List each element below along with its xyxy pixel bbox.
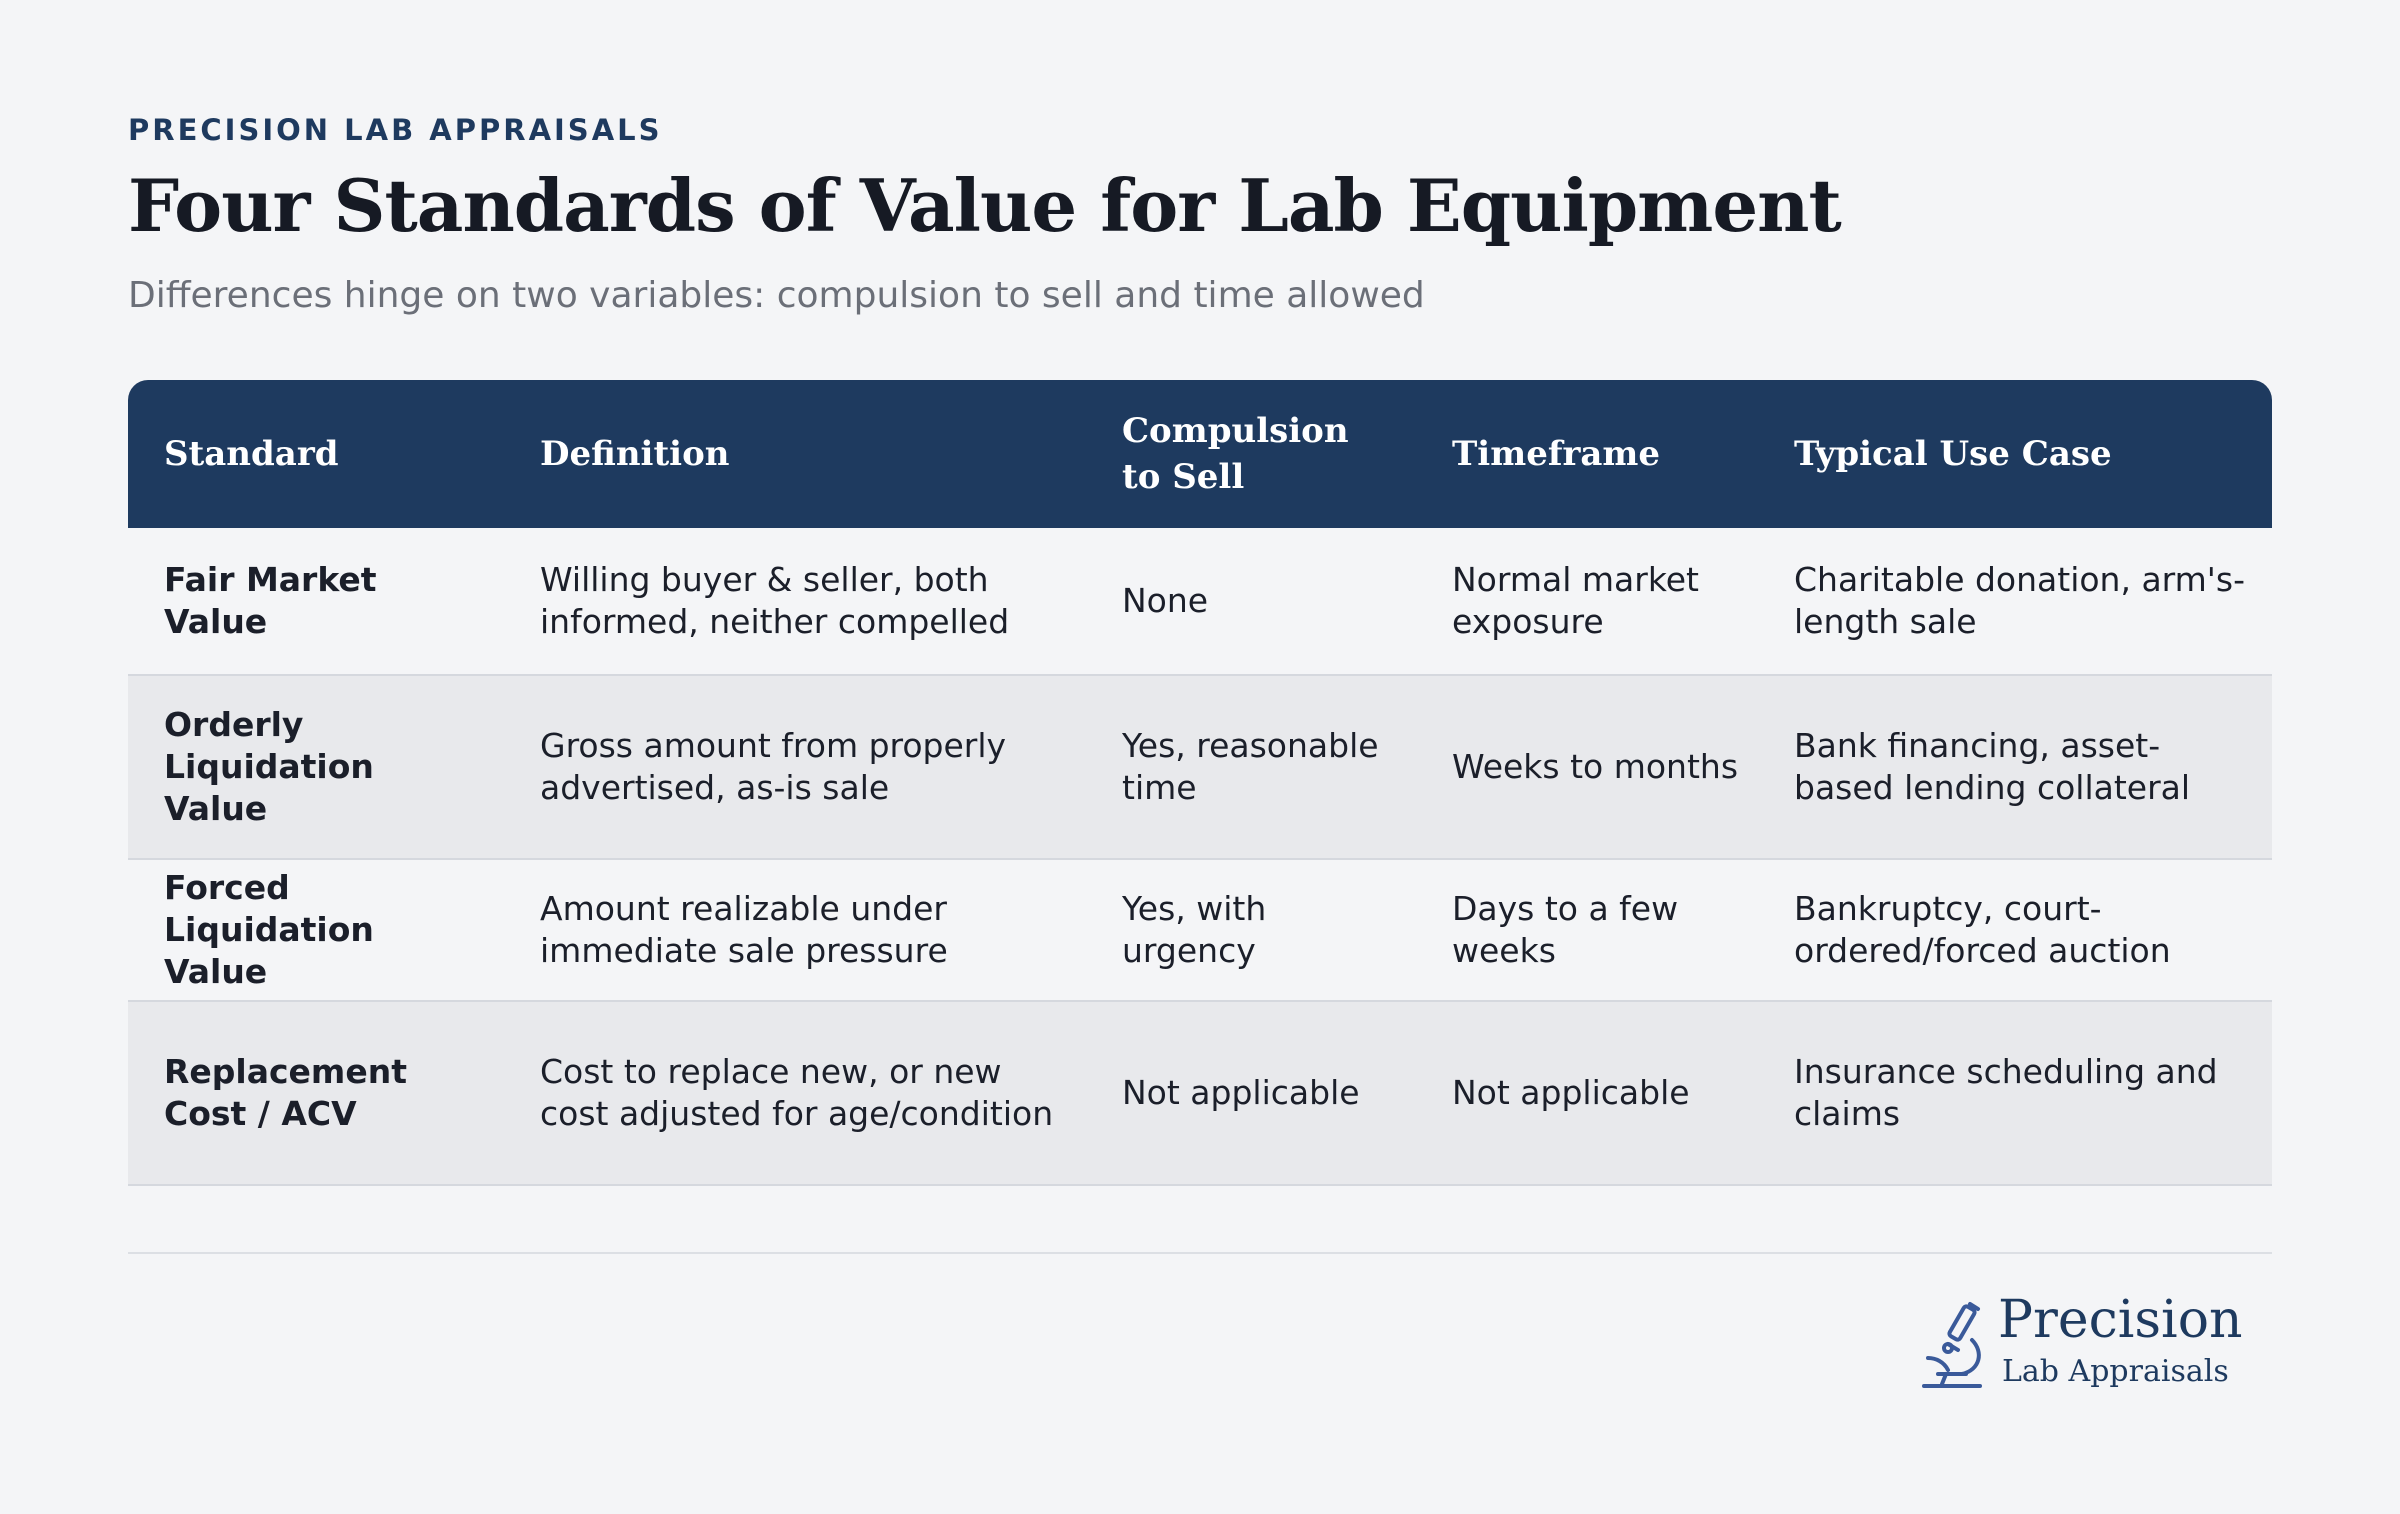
cell-timeframe: Not applicable bbox=[1452, 1073, 1690, 1112]
column-header-standard: Standard bbox=[164, 434, 339, 474]
footer-divider bbox=[128, 1252, 2272, 1254]
page-subtitle: Differences hinge on two variables: comp… bbox=[128, 275, 1425, 316]
logo-name: Precision bbox=[1998, 1290, 2243, 1350]
cell-compulsion: Yes, reasonable time bbox=[1122, 726, 1379, 807]
standards-table: Standard Definition Compulsion to Sell T… bbox=[128, 380, 2272, 1186]
column-header-use-case: Typical Use Case bbox=[1794, 434, 2112, 474]
column-header-definition: Definition bbox=[540, 434, 730, 474]
cell-use-case: Bankruptcy, court-ordered/forced auction bbox=[1794, 889, 2171, 970]
table-row: Replacement Cost / ACV Cost to replace n… bbox=[128, 1002, 2272, 1186]
page: PRECISION LAB APPRAISALS Four Standards … bbox=[128, 0, 2272, 1514]
logo-subtitle: Lab Appraisals bbox=[2002, 1354, 2229, 1389]
table-header: Standard Definition Compulsion to Sell T… bbox=[128, 380, 2272, 528]
column-header-timeframe: Timeframe bbox=[1452, 434, 1661, 474]
cell-standard: Forced Liquidation Value bbox=[164, 868, 374, 991]
column-header-compulsion: Compulsion to Sell bbox=[1122, 411, 1349, 497]
cell-definition: Willing buyer & seller, both informed, n… bbox=[540, 560, 1010, 641]
cell-compulsion: Yes, with urgency bbox=[1122, 889, 1267, 970]
cell-timeframe: Normal market exposure bbox=[1452, 560, 1700, 641]
cell-standard: Replacement Cost / ACV bbox=[164, 1052, 407, 1133]
cell-timeframe: Weeks to months bbox=[1452, 747, 1739, 786]
table-row: Fair Market Value Willing buyer & seller… bbox=[128, 528, 2272, 676]
cell-use-case: Bank financing, asset-based lending coll… bbox=[1794, 726, 2191, 807]
table-row: Forced Liquidation Value Amount realizab… bbox=[128, 860, 2272, 1002]
eyebrow-label: PRECISION LAB APPRAISALS bbox=[128, 113, 663, 147]
cell-standard: Orderly Liquidation Value bbox=[164, 705, 374, 828]
page-title: Four Standards of Value for Lab Equipmen… bbox=[128, 163, 1842, 248]
cell-definition: Amount realizable under immediate sale p… bbox=[540, 889, 948, 970]
cell-definition: Gross amount from properly advertised, a… bbox=[540, 726, 1007, 807]
cell-use-case: Charitable donation, arm's-length sale bbox=[1794, 560, 2245, 641]
cell-timeframe: Days to a few weeks bbox=[1452, 889, 1679, 970]
microscope-icon bbox=[1922, 1302, 1982, 1388]
cell-compulsion: None bbox=[1122, 581, 1209, 620]
cell-compulsion: Not applicable bbox=[1122, 1073, 1360, 1112]
brand-logo: Precision Lab Appraisals bbox=[1918, 1290, 2248, 1400]
cell-use-case: Insurance scheduling and claims bbox=[1794, 1052, 2218, 1133]
cell-definition: Cost to replace new, or new cost adjuste… bbox=[540, 1052, 1054, 1133]
cell-standard: Fair Market Value bbox=[164, 560, 377, 641]
table-row: Orderly Liquidation Value Gross amount f… bbox=[128, 676, 2272, 860]
